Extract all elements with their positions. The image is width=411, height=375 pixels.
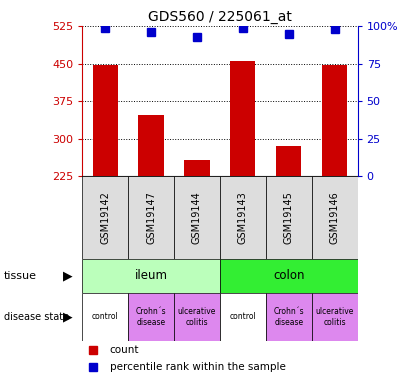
Bar: [220, 259, 358, 292]
Text: ▶: ▶: [63, 310, 73, 323]
Text: ileum: ileum: [134, 269, 168, 282]
Text: GSM19143: GSM19143: [238, 191, 248, 244]
Bar: [184, 160, 210, 176]
Text: GSM19144: GSM19144: [192, 191, 202, 244]
Bar: [139, 115, 164, 176]
Text: Crohn´s
disease: Crohn´s disease: [136, 307, 166, 327]
Bar: [266, 292, 312, 341]
Bar: [174, 292, 220, 341]
Text: ulcerative
colitis: ulcerative colitis: [315, 307, 354, 327]
Bar: [322, 65, 347, 176]
Bar: [82, 292, 128, 341]
Text: GSM19145: GSM19145: [284, 191, 294, 244]
Text: disease state: disease state: [4, 312, 69, 322]
Bar: [128, 292, 174, 341]
Text: GSM19146: GSM19146: [330, 191, 339, 244]
Bar: [92, 65, 118, 176]
Text: GSM19147: GSM19147: [146, 191, 156, 244]
Bar: [312, 176, 358, 259]
Bar: [82, 259, 220, 292]
Bar: [276, 146, 301, 176]
Text: control: control: [92, 312, 118, 321]
Text: ulcerative
colitis: ulcerative colitis: [178, 307, 216, 327]
Bar: [312, 292, 358, 341]
Text: GSM19142: GSM19142: [100, 191, 110, 244]
Bar: [174, 176, 220, 259]
Text: ▶: ▶: [63, 269, 73, 282]
Text: colon: colon: [273, 269, 305, 282]
Text: count: count: [110, 345, 139, 355]
Bar: [82, 176, 128, 259]
Title: GDS560 / 225061_at: GDS560 / 225061_at: [148, 10, 292, 24]
Bar: [220, 292, 266, 341]
Bar: [220, 176, 266, 259]
Text: tissue: tissue: [4, 271, 37, 280]
Text: Crohn´s
disease: Crohn´s disease: [273, 307, 304, 327]
Text: control: control: [229, 312, 256, 321]
Text: percentile rank within the sample: percentile rank within the sample: [110, 362, 286, 372]
Bar: [230, 61, 256, 176]
Bar: [266, 176, 312, 259]
Bar: [128, 176, 174, 259]
